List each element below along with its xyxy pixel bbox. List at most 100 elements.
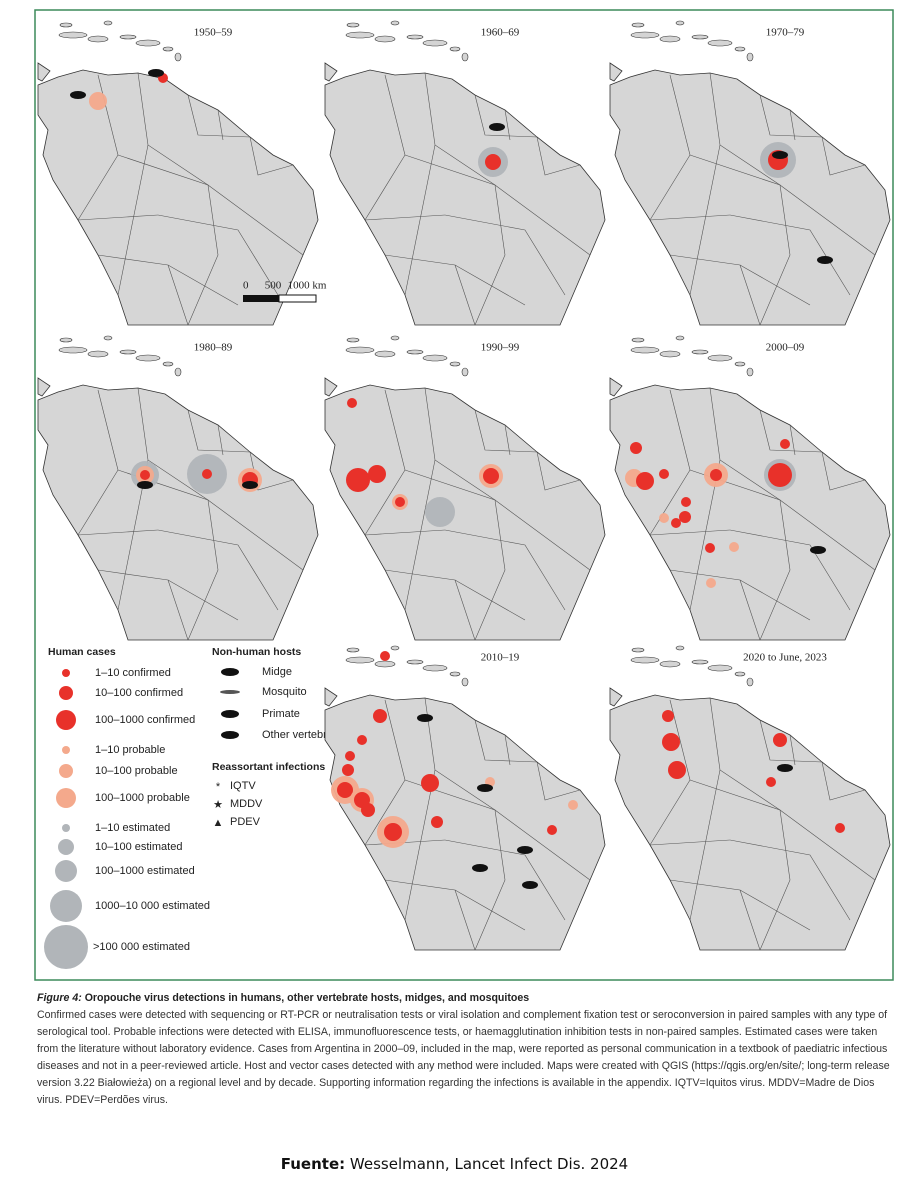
island bbox=[461, 677, 469, 687]
host-icon bbox=[417, 714, 433, 722]
border bbox=[249, 451, 294, 491]
island bbox=[390, 20, 400, 26]
panel-label: 1950–59 bbox=[194, 27, 233, 39]
border bbox=[739, 264, 761, 326]
caption: Figure 4: Oropouche virus detections in … bbox=[37, 990, 892, 1109]
border bbox=[77, 214, 159, 221]
border bbox=[789, 734, 796, 766]
panel-label: 1960–69 bbox=[481, 27, 520, 39]
island bbox=[707, 664, 733, 672]
island bbox=[659, 660, 681, 668]
case-marker bbox=[671, 518, 681, 528]
legend-symbol: ★ bbox=[213, 799, 223, 811]
land-central-america bbox=[609, 62, 623, 82]
border bbox=[504, 109, 511, 141]
case-marker bbox=[659, 513, 669, 523]
island bbox=[691, 659, 709, 665]
border bbox=[649, 839, 731, 846]
island bbox=[630, 346, 660, 354]
legend-label: 1–10 confirmed bbox=[95, 667, 171, 679]
island bbox=[707, 354, 733, 362]
case-marker bbox=[706, 578, 716, 588]
legend-label: 10–100 probable bbox=[95, 765, 178, 777]
island bbox=[631, 337, 645, 343]
island bbox=[734, 361, 746, 367]
island bbox=[119, 34, 137, 40]
panel-label: 2000–09 bbox=[766, 342, 805, 354]
case-marker bbox=[485, 154, 501, 170]
case-marker bbox=[681, 497, 691, 507]
case-marker bbox=[380, 651, 390, 661]
host-icon bbox=[810, 546, 826, 554]
case-marker bbox=[835, 823, 845, 833]
case-marker bbox=[342, 764, 354, 776]
case-marker bbox=[766, 777, 776, 787]
legend-label: 10–100 confirmed bbox=[95, 687, 183, 699]
border bbox=[444, 214, 566, 296]
case-marker bbox=[705, 543, 715, 553]
island bbox=[58, 31, 88, 39]
host-icon bbox=[817, 256, 833, 264]
map-panel: 2000–09 bbox=[609, 335, 891, 641]
legend-title: Human cases bbox=[48, 646, 116, 658]
figure-label: Figure 4: bbox=[37, 992, 82, 1004]
figure: Human cases Non-human hosts Reassortant … bbox=[34, 9, 894, 981]
island bbox=[162, 361, 174, 367]
border bbox=[117, 469, 219, 641]
border bbox=[729, 529, 851, 611]
case-marker bbox=[346, 468, 370, 492]
border bbox=[474, 409, 538, 453]
legend-label: Mosquito bbox=[262, 686, 307, 698]
island bbox=[691, 349, 709, 355]
island bbox=[734, 671, 746, 677]
island bbox=[422, 354, 448, 362]
case-marker bbox=[668, 761, 686, 779]
case-marker bbox=[202, 469, 212, 479]
island bbox=[675, 20, 685, 26]
case-marker bbox=[679, 511, 691, 523]
legend-marker bbox=[58, 839, 74, 855]
border bbox=[649, 214, 731, 221]
island bbox=[631, 647, 645, 653]
island bbox=[406, 659, 424, 665]
host-icon bbox=[489, 123, 505, 131]
case-marker bbox=[710, 469, 722, 481]
border bbox=[536, 761, 581, 801]
island bbox=[746, 677, 754, 687]
island bbox=[374, 35, 396, 43]
border bbox=[404, 769, 436, 921]
border bbox=[454, 889, 476, 951]
host-icon bbox=[148, 69, 164, 77]
case-marker bbox=[368, 465, 386, 483]
case-marker bbox=[729, 542, 739, 552]
case-marker bbox=[780, 439, 790, 449]
land bbox=[609, 694, 891, 951]
island bbox=[675, 645, 685, 651]
island bbox=[87, 350, 109, 358]
island bbox=[746, 367, 754, 377]
border bbox=[207, 499, 304, 571]
border bbox=[759, 94, 823, 138]
border bbox=[504, 424, 511, 456]
land-central-america bbox=[37, 62, 51, 82]
border bbox=[404, 469, 506, 641]
case-marker bbox=[568, 800, 578, 810]
legend-label: 1–10 probable bbox=[95, 744, 165, 756]
land bbox=[324, 384, 606, 641]
legend-symbol: ▲ bbox=[213, 817, 224, 829]
border bbox=[729, 839, 851, 921]
land bbox=[37, 384, 319, 641]
border bbox=[536, 451, 581, 491]
legend-icon bbox=[221, 668, 239, 676]
scale-label: 500 bbox=[265, 280, 282, 292]
legend-marker bbox=[59, 686, 73, 700]
border bbox=[689, 469, 791, 641]
land-central-america bbox=[324, 687, 338, 707]
border bbox=[404, 779, 506, 951]
caption-title: Oropouche virus detections in humans, ot… bbox=[84, 992, 530, 1004]
island bbox=[707, 39, 733, 47]
case-marker bbox=[337, 782, 353, 798]
scale-label: 0 bbox=[243, 280, 249, 292]
land-central-america bbox=[324, 62, 338, 82]
